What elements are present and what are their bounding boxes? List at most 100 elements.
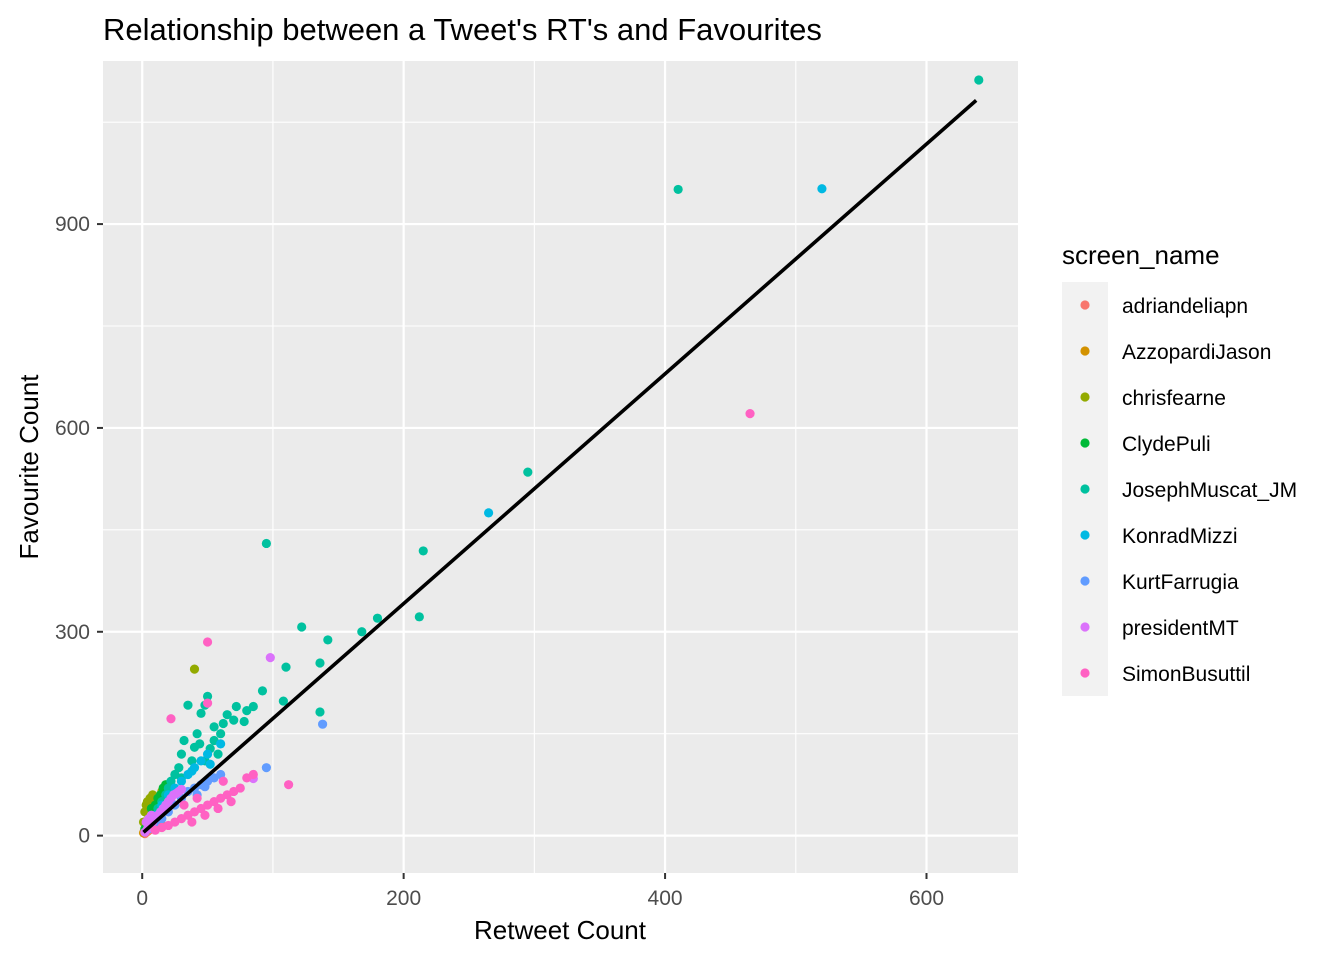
data-point xyxy=(202,637,213,647)
data-point xyxy=(318,719,328,729)
data-point xyxy=(200,782,210,792)
legend-label: adriandeliapn xyxy=(1122,295,1248,318)
data-point xyxy=(196,756,206,766)
data-point xyxy=(209,722,219,732)
data-point xyxy=(150,825,160,835)
legend-key xyxy=(1080,668,1090,678)
data-point xyxy=(261,763,271,773)
data-point xyxy=(202,698,213,708)
legend: screen_name adriandeliapn AzzopardiJason c… xyxy=(1062,240,1297,696)
data-point xyxy=(196,708,206,718)
data-point xyxy=(176,776,187,786)
legend-label: KonradMizzi xyxy=(1122,525,1238,548)
data-point xyxy=(265,652,275,663)
data-point xyxy=(187,766,197,776)
data-point xyxy=(323,635,333,645)
data-point xyxy=(176,749,187,759)
data-point xyxy=(213,749,223,759)
data-point xyxy=(484,508,494,518)
data-point xyxy=(216,729,226,739)
legend-key xyxy=(1080,346,1090,356)
legend-item-JosephMuscat_JM: JosephMuscat_JM xyxy=(1080,479,1297,502)
series-SimonBusuttil xyxy=(150,409,755,835)
x-tick-label: 400 xyxy=(648,887,683,910)
legend-title: screen_name xyxy=(1062,240,1220,270)
data-point xyxy=(202,691,213,701)
data-point xyxy=(278,696,288,706)
legend-item-KurtFarrugia: KurtFarrugia xyxy=(1080,571,1239,594)
data-point xyxy=(205,759,215,769)
legend-label: ClydePuli xyxy=(1122,433,1211,456)
data-point xyxy=(418,546,428,556)
legend-item-KonradMizzi: KonradMizzi xyxy=(1080,525,1238,548)
data-point xyxy=(213,803,223,814)
data-point xyxy=(179,735,189,746)
legend-item-AzzopardiJason: AzzopardiJason xyxy=(1080,341,1271,364)
data-point xyxy=(141,817,151,827)
legend-label: AzzopardiJason xyxy=(1122,341,1271,364)
legend-label: SimonBusuttil xyxy=(1122,663,1250,686)
data-point xyxy=(166,714,176,724)
data-point xyxy=(183,700,193,710)
trend-layer xyxy=(142,99,978,834)
data-point xyxy=(189,664,200,674)
data-point xyxy=(174,763,184,773)
data-point xyxy=(284,780,294,790)
legend-key xyxy=(1080,392,1090,402)
data-point xyxy=(315,658,325,668)
legend-item-chrisfearne: chrisfearne xyxy=(1080,387,1226,410)
legend-key xyxy=(1080,300,1090,310)
x-axis-title: Retweet Count xyxy=(474,915,647,945)
legend-item-presidentMT: presidentMT xyxy=(1080,617,1239,640)
legend-label: presidentMT xyxy=(1122,617,1239,640)
y-axis-ticks: 0 300 600 900 xyxy=(55,213,103,848)
data-point xyxy=(297,622,307,632)
y-tick-label: 600 xyxy=(55,417,90,440)
data-point xyxy=(261,538,271,549)
data-point xyxy=(817,184,827,194)
legend-label: chrisfearne xyxy=(1122,387,1226,410)
data-point xyxy=(200,810,210,820)
data-point xyxy=(231,701,241,712)
grid-major xyxy=(103,61,1018,873)
data-point xyxy=(745,409,755,419)
data-point xyxy=(974,75,984,85)
legend-item-SimonBusuttil: SimonBusuttil xyxy=(1080,663,1250,686)
legend-key xyxy=(1080,622,1090,632)
y-tick-label: 0 xyxy=(78,825,90,848)
data-point xyxy=(673,184,683,195)
data-point xyxy=(216,739,226,749)
data-point xyxy=(222,710,232,720)
data-point xyxy=(357,627,367,637)
legend-item-adriandeliapn: adriandeliapn xyxy=(1080,295,1248,318)
data-point xyxy=(372,613,383,623)
legend-key xyxy=(1080,438,1090,448)
data-point xyxy=(195,739,205,749)
legend-label: KurtFarrugia xyxy=(1122,571,1239,594)
x-tick-label: 200 xyxy=(386,887,421,910)
data-point xyxy=(218,718,228,729)
data-point xyxy=(257,686,268,696)
data-point xyxy=(187,817,197,827)
legend-items: adriandeliapn AzzopardiJason chrisfearne Cl… xyxy=(1080,295,1297,686)
x-tick-label: 600 xyxy=(909,887,944,910)
x-axis-ticks: 0 200 400 600 xyxy=(136,873,944,910)
data-point xyxy=(242,773,252,783)
data-point xyxy=(192,729,202,739)
legend-item-ClydePuli: ClydePuli xyxy=(1080,433,1211,456)
data-point xyxy=(242,706,252,716)
data-point xyxy=(229,715,239,725)
y-axis-title: Favourite Count xyxy=(14,374,44,560)
y-tick-label: 300 xyxy=(55,621,90,644)
data-point xyxy=(218,776,228,786)
legend-key xyxy=(1080,576,1090,586)
x-tick-label: 0 xyxy=(136,887,148,910)
data-point xyxy=(315,707,325,717)
data-point xyxy=(226,797,236,807)
data-point xyxy=(179,800,189,810)
trend-line xyxy=(142,99,978,834)
legend-key xyxy=(1080,530,1090,540)
data-point xyxy=(176,784,187,795)
